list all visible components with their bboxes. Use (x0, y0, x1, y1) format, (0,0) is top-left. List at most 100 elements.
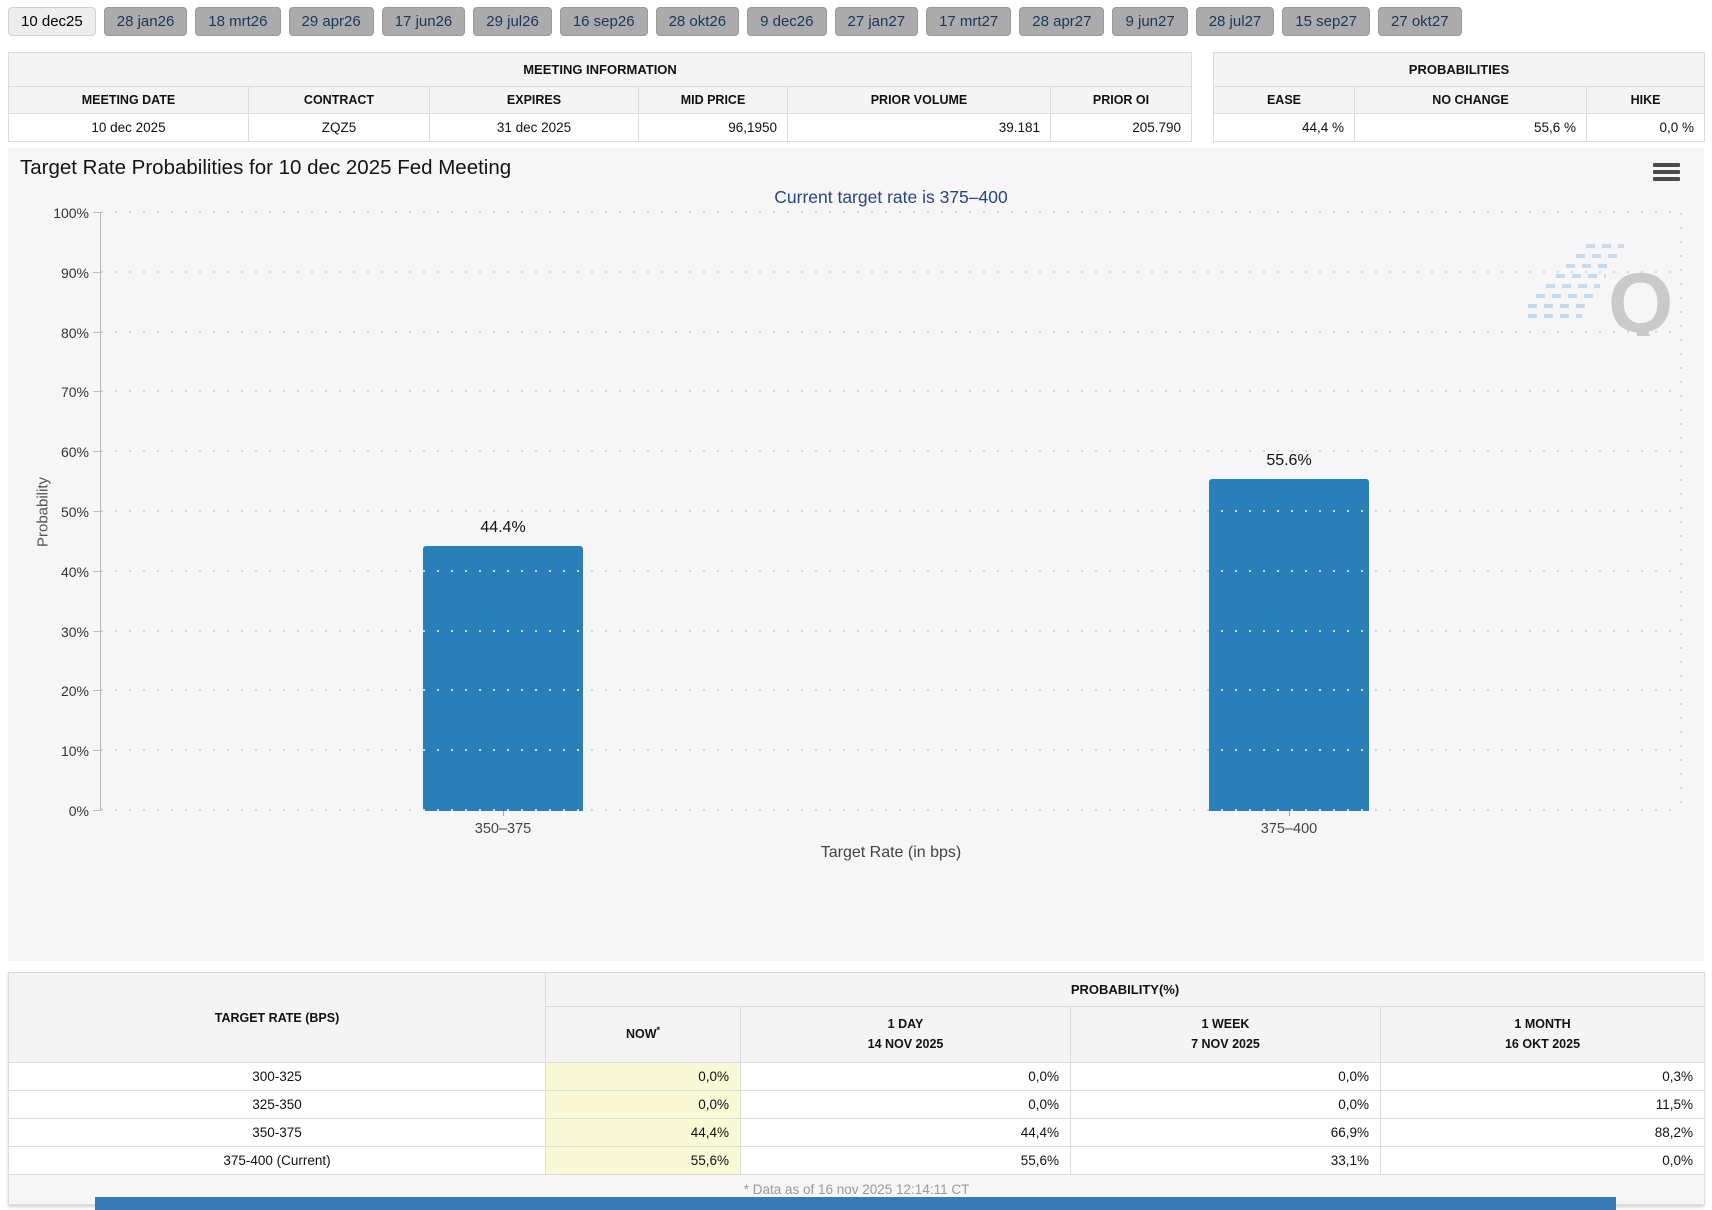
y-tick-label: 0% (68, 803, 89, 819)
col-meeting-date: MEETING DATE (8, 86, 249, 114)
week-probability: 0,0% (1070, 1062, 1381, 1091)
now-probability: 44,4% (545, 1118, 741, 1147)
right-dotted-gridline (1680, 213, 1682, 811)
rate-range-current: 375-400 (Current) (8, 1146, 546, 1175)
meeting-information-title: MEETING INFORMATION (7, 52, 1193, 87)
chart-subtitle: Current target rate is 375–400 (774, 187, 1008, 207)
one-month-date: 16 OKT 2025 (1504, 1036, 1581, 1051)
meeting-date-value: 10 dec 2025 (8, 113, 249, 142)
y-tick-label: 20% (60, 683, 89, 700)
day-probability: 0,0% (740, 1062, 1071, 1091)
gridline (101, 211, 1682, 213)
y-tick-label: 40% (60, 563, 89, 580)
tab-meeting-0[interactable]: 10 dec25 (8, 7, 96, 36)
tab-meeting-8[interactable]: 9 dec26 (747, 7, 827, 36)
col-expires: EXPIRES (429, 86, 639, 114)
gridline (101, 330, 1682, 333)
probability-history-table: TARGET RATE (BPS) PROBABILITY(%) NOW* 1 … (7, 972, 1706, 1205)
col-1-week: 1 WEEK 7 NOV 2025 (1070, 1006, 1381, 1063)
table-row: 350-375 44,4% 44,4% 66,9% 88,2% (8, 1118, 1706, 1147)
svg-text:Q: Q (1608, 256, 1673, 336)
x-axis-tick (503, 811, 504, 816)
chart-menu-icon[interactable] (1653, 163, 1680, 184)
table-row: 300-325 0,0% 0,0% 0,0% 0,3% (8, 1062, 1706, 1091)
tab-meeting-9[interactable]: 27 jan27 (834, 7, 919, 36)
target-rate-bps-header: TARGET RATE (BPS) (8, 972, 546, 1063)
gridline (101, 450, 1682, 453)
week-probability: 66,9% (1070, 1118, 1381, 1147)
now-probability: 0,0% (545, 1062, 741, 1091)
one-day-date: 14 NOV 2025 (867, 1036, 944, 1051)
tab-meeting-13[interactable]: 28 jul27 (1195, 7, 1275, 36)
probability-bar[interactable] (1209, 478, 1369, 811)
one-week-date: 7 NOV 2025 (1191, 1036, 1260, 1051)
week-probability: 0,0% (1070, 1090, 1381, 1119)
mid-price-value: 96,1950 (638, 113, 788, 142)
tab-meeting-3[interactable]: 29 apr26 (288, 7, 374, 36)
rate-range: 325-350 (8, 1090, 546, 1119)
month-probability: 0,3% (1379, 1062, 1706, 1091)
gridline (101, 749, 1682, 752)
tab-meeting-5[interactable]: 29 jul26 (473, 7, 552, 36)
bar-value-label: 44.4% (480, 518, 526, 536)
tab-meeting-11[interactable]: 28 apr27 (1019, 7, 1105, 36)
y-axis-tick (93, 391, 101, 393)
tab-meeting-12[interactable]: 9 jun27 (1112, 7, 1188, 36)
x-category-label: 375–400 (1260, 821, 1318, 837)
col-mid-price: MID PRICE (638, 86, 788, 114)
col-1-month: 1 MONTH 16 OKT 2025 (1379, 1006, 1706, 1063)
col-1-day: 1 DAY 14 NOV 2025 (740, 1006, 1071, 1063)
tab-meeting-1[interactable]: 28 jan26 (103, 7, 188, 36)
chart-title: Target Rate Probabilities for 10 dec 202… (20, 156, 512, 179)
y-tick-label: 90% (60, 264, 89, 281)
one-day-label: 1 DAY (887, 1017, 924, 1032)
no-change-value: 55,6 % (1354, 113, 1587, 142)
tab-meeting-15[interactable]: 27 okt27 (1377, 7, 1462, 36)
q-watermark-logo: Q (1528, 240, 1678, 350)
y-tick-label: 100% (53, 205, 89, 221)
gridline (101, 510, 1682, 512)
gridline (101, 809, 1682, 811)
target-rate-chart-panel: Target Rate Probabilities for 10 dec 202… (8, 148, 1704, 961)
col-no-change: NO CHANGE (1354, 86, 1587, 114)
month-probability: 11,5% (1379, 1090, 1706, 1119)
meeting-information-table: MEETING INFORMATION MEETING DATE CONTRAC… (7, 52, 1193, 142)
probabilities-title: PROBABILITIES (1213, 52, 1705, 87)
gridline (101, 569, 1682, 572)
probability-bar[interactable] (423, 545, 583, 811)
hike-value: 0,0 % (1586, 113, 1705, 142)
gridline (101, 629, 1682, 632)
bar-value-label: 55.6% (1266, 451, 1312, 469)
y-axis-tick (93, 630, 101, 632)
col-now: NOW* (545, 1006, 741, 1063)
ease-value: 44,4 % (1213, 113, 1355, 142)
col-prior-oi: PRIOR OI (1049, 86, 1193, 114)
tab-meeting-10[interactable]: 17 mrt27 (926, 7, 1012, 36)
probabilities-table: PROBABILITIES EASE NO CHANGE HIKE 44,4 %… (1213, 52, 1705, 142)
day-probability: 44,4% (740, 1118, 1071, 1147)
tab-meeting-4[interactable]: 17 jun26 (381, 7, 466, 36)
table-row: 375-400 (Current) 55,6% 55,6% 33,1% 0,0% (8, 1146, 1706, 1175)
y-axis-tick (93, 212, 101, 213)
x-category-label: 350–375 (474, 821, 532, 837)
y-tick-label: 80% (60, 324, 89, 341)
now-probability: 55,6% (545, 1146, 741, 1175)
now-probability: 0,0% (545, 1090, 741, 1119)
y-tick-label: 50% (60, 504, 89, 520)
y-axis-tick (93, 331, 101, 333)
meeting-tabs: 10 dec25 28 jan26 18 mrt26 29 apr26 17 j… (0, 0, 1712, 44)
tab-meeting-6[interactable]: 16 sep26 (559, 7, 648, 36)
tab-meeting-7[interactable]: 28 okt26 (655, 7, 740, 36)
bottom-scrollbar[interactable] (95, 1197, 1616, 1210)
bar-group-350-375: 44.4% 350–375 (423, 213, 583, 837)
y-axis-tick (93, 271, 101, 273)
table-row: 44,4 % 55,6 % 0,0 % (1213, 113, 1705, 142)
col-contract: CONTRACT (248, 86, 430, 114)
y-axis-tick (93, 451, 101, 453)
tab-meeting-14[interactable]: 15 sep27 (1282, 7, 1370, 36)
month-probability: 88,2% (1379, 1118, 1706, 1147)
one-month-label: 1 MONTH (1514, 1017, 1571, 1032)
week-probability: 33,1% (1070, 1146, 1381, 1175)
bar-group-375-400: 55.6% 375–400 (1209, 213, 1369, 837)
tab-meeting-2[interactable]: 18 mrt26 (195, 7, 281, 36)
